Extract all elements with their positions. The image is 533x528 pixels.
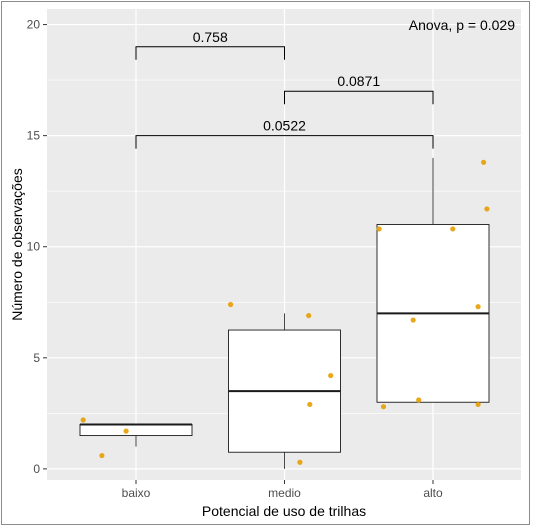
data-point-alto <box>380 404 387 410</box>
data-point-medio <box>328 372 334 379</box>
data-point-alto <box>475 401 481 408</box>
y-tick-label: 0 <box>33 462 40 476</box>
x-axis: baixo medio alto <box>122 480 443 500</box>
jitter-point-layer <box>80 159 490 465</box>
box-medio <box>228 313 341 469</box>
data-point-medio <box>297 459 303 465</box>
y-axis: 0 5 10 15 20 <box>27 18 47 476</box>
comparison-baixo-medio: 0.758 <box>135 29 285 60</box>
data-point-alto <box>484 206 490 212</box>
data-point-baixo <box>80 417 86 423</box>
box-baixo <box>79 423 193 447</box>
data-point-medio <box>228 301 234 308</box>
comparison-medio-alto: 0.0871 <box>284 73 434 105</box>
data-point-alto <box>410 317 416 323</box>
comparison-p-value: 0.0522 <box>263 118 306 134</box>
data-point-baixo <box>99 452 105 459</box>
y-tick-label: 15 <box>27 129 41 143</box>
x-axis-title: Potencial de uso de trilhas <box>202 503 366 519</box>
x-tick-label: medio <box>268 486 301 500</box>
y-tick-label: 5 <box>33 351 40 365</box>
data-point-alto <box>376 226 382 232</box>
y-tick-label: 10 <box>27 240 41 254</box>
x-tick-label: alto <box>423 486 443 500</box>
bracket-line <box>135 135 434 149</box>
box-layer <box>79 157 490 469</box>
data-point-medio <box>306 312 312 319</box>
box-body <box>79 424 193 437</box>
bracket-line <box>284 90 434 105</box>
data-point-medio <box>307 401 313 408</box>
data-point-alto <box>481 159 487 165</box>
data-point-alto <box>450 226 456 232</box>
y-tick-label: 20 <box>27 18 41 32</box>
box-alto <box>376 157 490 403</box>
x-tick-label: baixo <box>122 486 151 500</box>
comparison-p-value: 0.758 <box>193 29 228 45</box>
bracket-line <box>135 46 285 60</box>
y-axis-title: Número de observações <box>9 168 25 321</box>
comparison-p-value: 0.0871 <box>337 73 380 89</box>
data-point-baixo <box>123 428 129 434</box>
comparison-baixo-alto: 0.0522 <box>135 118 434 149</box>
anova-annotation: Anova, p = 0.029 <box>409 17 515 33</box>
data-point-alto <box>416 397 422 403</box>
comparison-bracket-layer: 0.758 0.0871 0.0522 <box>135 29 434 149</box>
data-point-alto <box>475 304 481 310</box>
